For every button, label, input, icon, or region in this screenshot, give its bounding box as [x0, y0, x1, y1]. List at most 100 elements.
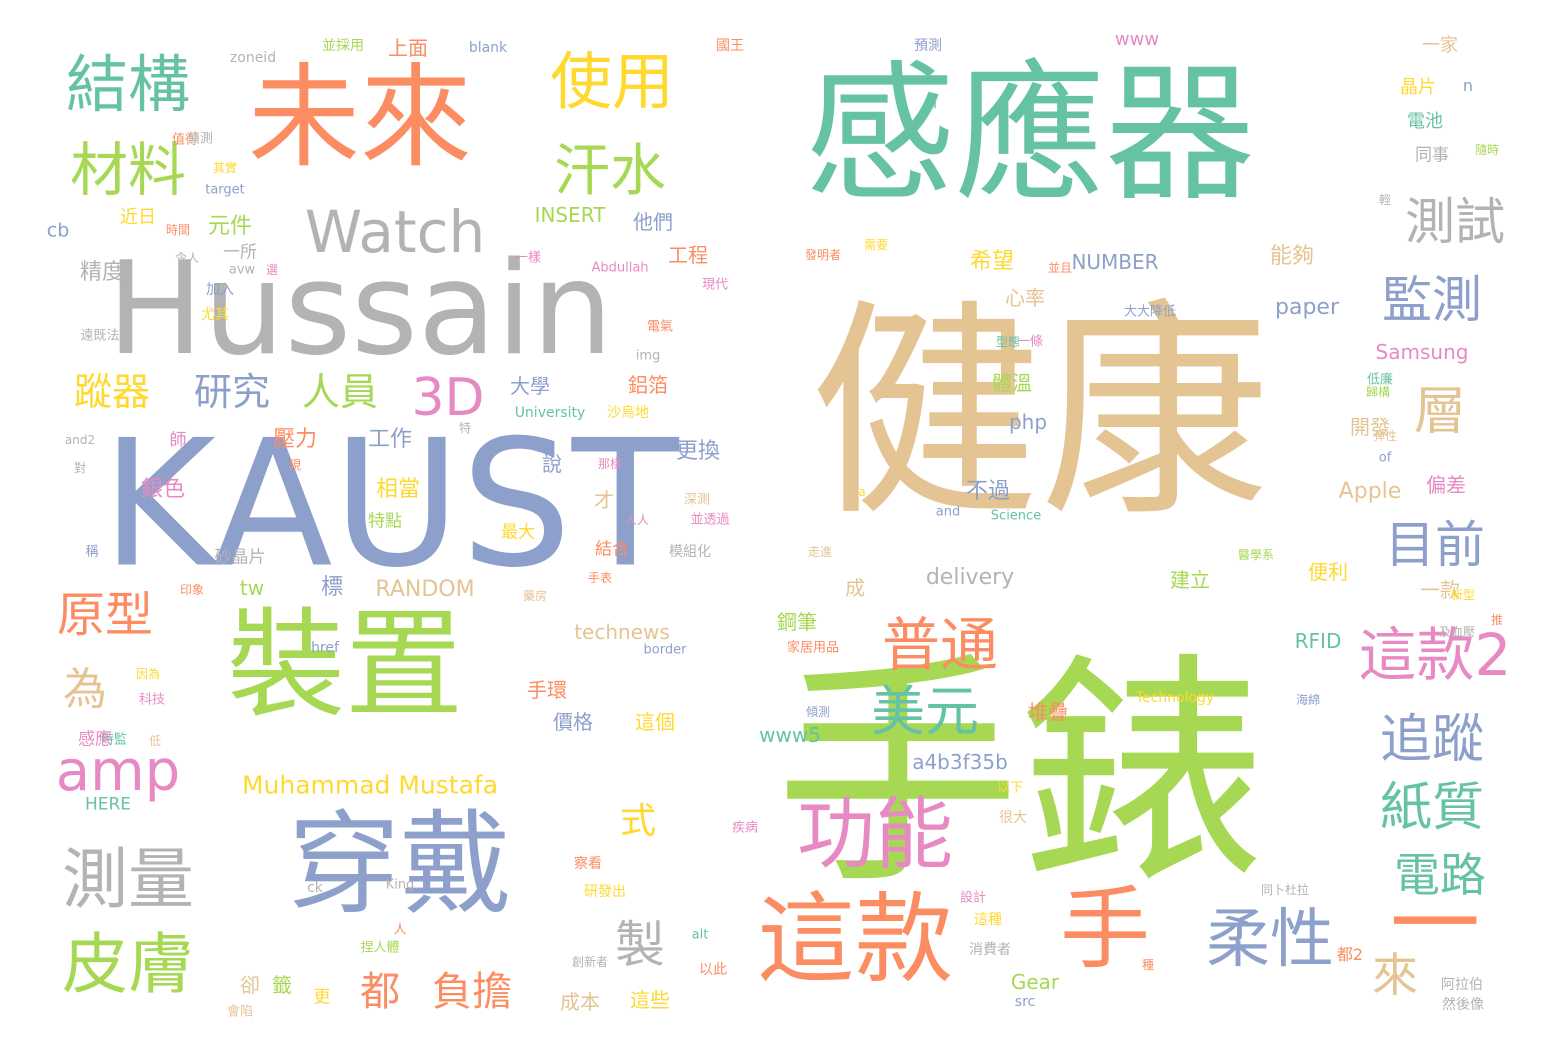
word: 卻	[240, 973, 260, 997]
word: 材料	[69, 136, 187, 204]
word: 蹤器	[73, 370, 151, 414]
word: Technology	[1135, 690, 1215, 706]
word: 健康	[809, 281, 1271, 548]
word: 希望	[969, 249, 1015, 274]
word: 開發	[1350, 415, 1390, 439]
word: 輕	[1378, 193, 1392, 207]
word: 籤	[272, 973, 292, 997]
word: 疾病	[731, 820, 759, 836]
word: 才	[594, 488, 614, 512]
word: 走進	[807, 545, 833, 559]
word: cb	[46, 219, 70, 242]
word: 師	[169, 430, 187, 451]
word: 科技	[138, 692, 166, 708]
word: 這些	[630, 988, 670, 1012]
word: 新型	[1450, 588, 1476, 602]
word: of	[1378, 450, 1392, 466]
word: 心率	[1005, 286, 1045, 310]
word: King	[385, 877, 415, 893]
word: a	[858, 485, 866, 499]
word: 這款2	[1358, 621, 1512, 689]
word: RANDOM	[375, 577, 475, 602]
word: 這種	[974, 912, 1002, 928]
word: tw	[239, 576, 265, 600]
word: 弾性	[1372, 429, 1398, 443]
word: 精度	[79, 260, 125, 285]
word: border	[643, 642, 687, 658]
word: 人人	[624, 513, 650, 527]
word: 追蹤	[1379, 710, 1485, 770]
word: 人	[393, 922, 407, 938]
word: 研發出	[584, 884, 626, 900]
word: ck	[307, 880, 323, 896]
word: 偏差	[1426, 473, 1466, 497]
word: 都2	[1336, 945, 1364, 964]
word: 標	[320, 575, 344, 600]
word: 來	[1372, 948, 1418, 1002]
word: 美元	[871, 680, 979, 743]
word: 製	[615, 916, 665, 974]
word: a4b3f35b	[912, 750, 1008, 774]
word: and	[935, 504, 961, 520]
word: 電路	[1394, 848, 1486, 902]
word: 現代	[701, 277, 729, 293]
word: 模組化	[669, 544, 711, 560]
word: 3D	[411, 368, 485, 428]
word: 層	[1413, 382, 1467, 442]
word: 以下	[996, 780, 1024, 796]
word: 功能	[796, 790, 954, 880]
word: 近日	[120, 207, 156, 228]
word: 一家	[1422, 35, 1458, 56]
word: 阿拉伯	[1441, 977, 1483, 993]
word: 砂晶片	[214, 547, 266, 568]
word: University	[514, 405, 586, 421]
word: www5	[759, 723, 821, 747]
word: 工程	[668, 243, 708, 267]
word: 一	[1390, 872, 1480, 977]
word: 堆疊	[1028, 700, 1068, 724]
word: NUMBER	[1071, 250, 1159, 274]
word: HERE	[84, 794, 132, 815]
word: paper	[1275, 295, 1339, 320]
word: 低廉	[1366, 372, 1394, 388]
word: 那樣	[597, 457, 623, 471]
word: Muhammad Mustafa	[241, 770, 499, 800]
word: blank	[468, 40, 508, 56]
word: 普通	[881, 611, 999, 679]
word: 歸構	[1365, 385, 1391, 399]
word: 醫學系	[1237, 548, 1275, 562]
word: 汗水	[554, 139, 666, 204]
word: avw	[228, 262, 256, 278]
word: 因為	[135, 667, 161, 681]
word: 並透過	[690, 512, 730, 528]
word: 特	[458, 421, 472, 435]
word: 低	[148, 734, 162, 748]
word: 體溫	[992, 371, 1032, 395]
word: 能夠	[1269, 244, 1315, 269]
word: 成本	[560, 990, 600, 1014]
word: target	[205, 182, 245, 198]
word: 鋼筆	[777, 610, 817, 634]
word: 式	[619, 801, 657, 842]
word: 會陷	[226, 1004, 254, 1020]
word: Abdullah	[591, 260, 649, 276]
word: href	[311, 640, 339, 656]
word: 目前	[1385, 516, 1485, 574]
word: 型態	[995, 335, 1021, 349]
word: 並且	[1047, 261, 1073, 275]
word: 最大	[501, 522, 535, 543]
word: 然後像	[1442, 997, 1484, 1013]
word: 未來	[248, 53, 472, 183]
word: 其實	[212, 161, 238, 175]
word: 現	[288, 458, 302, 472]
word: alt	[691, 927, 709, 943]
word: 特點	[368, 511, 402, 532]
word: 相當	[375, 477, 421, 502]
word: 一條	[1016, 334, 1044, 350]
word: 感應	[78, 729, 112, 750]
word: 大大降低	[1123, 304, 1177, 320]
word: 晶片	[1400, 77, 1436, 98]
word: 印象	[179, 583, 205, 597]
word: 國王	[716, 38, 744, 54]
word: 遠既法	[80, 328, 120, 344]
